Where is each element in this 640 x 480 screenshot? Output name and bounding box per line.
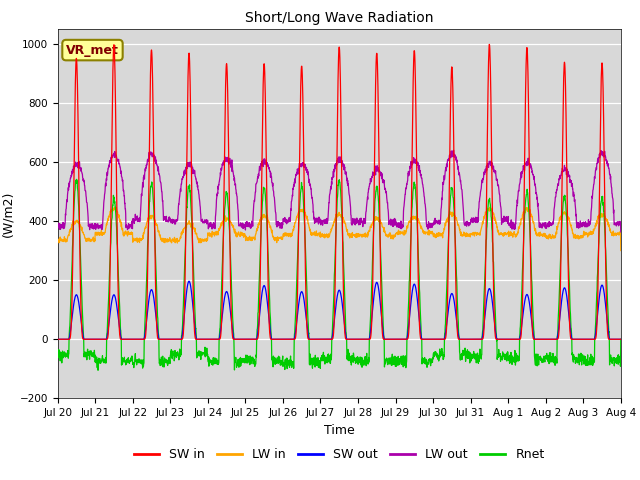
Title: Short/Long Wave Radiation: Short/Long Wave Radiation xyxy=(245,11,433,25)
Text: VR_met: VR_met xyxy=(66,44,119,57)
Y-axis label: (W/m2): (W/m2) xyxy=(1,191,14,237)
X-axis label: Time: Time xyxy=(324,424,355,437)
Legend: SW in, LW in, SW out, LW out, Rnet: SW in, LW in, SW out, LW out, Rnet xyxy=(129,443,550,466)
